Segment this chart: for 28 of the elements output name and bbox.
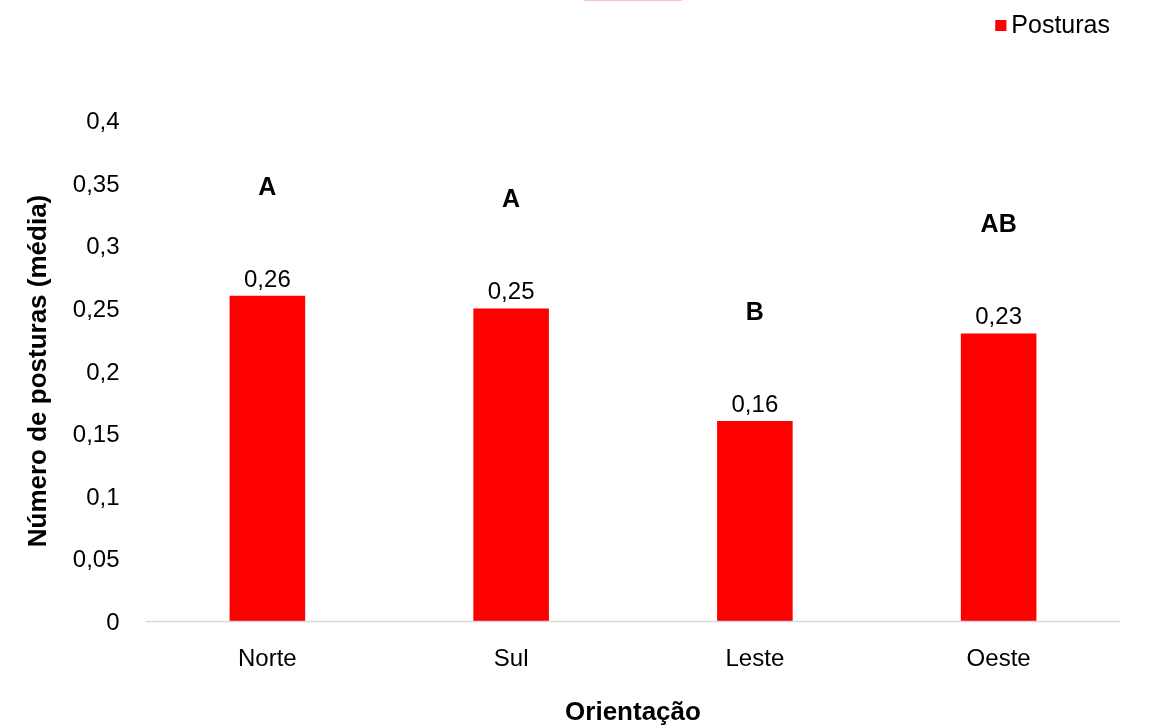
x-tick-label: Sul (493, 643, 529, 671)
y-tick-label: 0,05 (72, 545, 120, 573)
bar (473, 308, 549, 622)
y-tick-label: 0,1 (86, 482, 120, 510)
bar (717, 421, 793, 622)
y-tick-label: 0,4 (86, 107, 120, 134)
data-label: 0,16 (731, 390, 779, 418)
bar (229, 295, 306, 622)
x-tick-label: Oeste (966, 643, 1031, 671)
annotation: B (745, 297, 764, 326)
y-tick-label: 0,3 (86, 232, 120, 260)
annotation: AB (980, 209, 1017, 238)
annotation: A (258, 171, 277, 200)
y-tick-label: 0 (106, 608, 120, 635)
data-label: 0,25 (487, 277, 535, 305)
x-tick-label: Norte (238, 643, 297, 671)
y-tick-label: 0,35 (72, 169, 120, 197)
data-label: 0,23 (975, 302, 1022, 330)
x-tick-label: Leste (725, 643, 785, 671)
legend-label: Posturas (1011, 10, 1110, 39)
annotation: A (502, 184, 521, 213)
y-axis-title: Número de posturas (média) (21, 194, 52, 548)
y-tick-label: 0,2 (86, 357, 120, 385)
x-axis-title: Orientação (565, 695, 701, 726)
data-label: 0,26 (244, 264, 291, 292)
bar (960, 333, 1037, 622)
y-tick-label: 0,15 (72, 420, 120, 448)
y-tick-label: 0,25 (72, 294, 120, 322)
